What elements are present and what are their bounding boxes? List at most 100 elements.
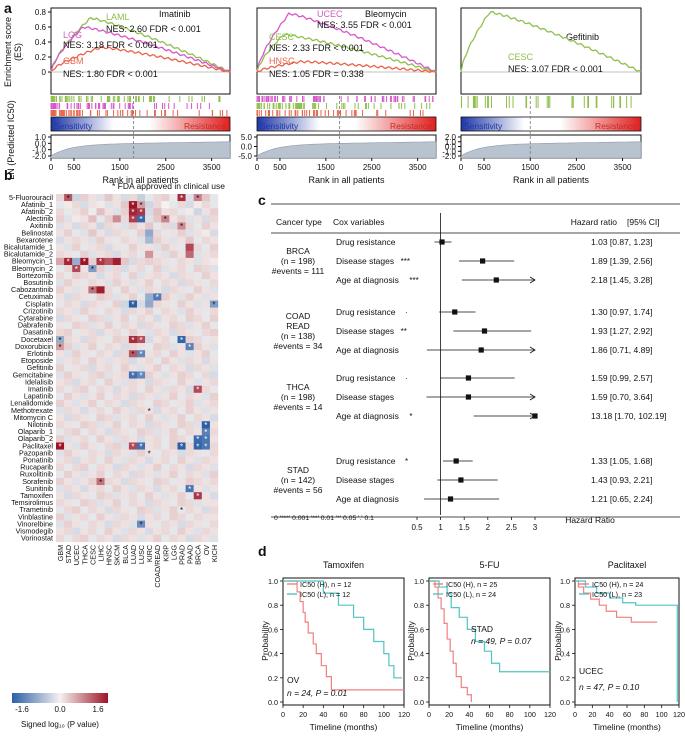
heatmap-cell	[120, 414, 130, 422]
heatmap-cell	[161, 343, 170, 351]
heatmap-cell	[201, 208, 211, 216]
heatmap-cell	[185, 527, 194, 535]
heatmap-cell	[112, 527, 121, 535]
heatmap-cell	[153, 378, 162, 386]
heatmap-cell	[145, 222, 154, 230]
heatmap-cell	[72, 470, 81, 479]
heatmap-cell	[161, 215, 170, 223]
heatmap-cell	[153, 343, 162, 351]
heatmap-cell	[137, 385, 146, 393]
heatmap-cell	[56, 194, 65, 202]
heatmap-cell	[145, 371, 154, 379]
km-x-tick-label: 80	[506, 710, 514, 719]
heatmap-cell	[96, 286, 105, 294]
cancer-label: THCA	[80, 545, 89, 565]
heatmap-cell	[72, 328, 81, 337]
heatmap-cell	[145, 357, 154, 365]
heatmap-cell	[137, 364, 146, 372]
heatmap-cell	[104, 485, 113, 493]
heatmap-cell	[104, 435, 113, 443]
heatmap-cell	[56, 520, 65, 528]
heatmap-cell	[64, 201, 73, 209]
heatmap-cell	[177, 357, 186, 365]
heatmap-cell	[120, 449, 130, 457]
heatmap-cell	[169, 279, 178, 287]
fda-star: *	[58, 442, 61, 451]
heatmap-cell	[177, 534, 186, 543]
drug-label: Ruxolitinib	[20, 470, 53, 479]
heatmap-cell	[201, 456, 211, 464]
cancer-name-line: #events = 56	[274, 485, 323, 495]
heatmap-cell	[209, 194, 219, 202]
heatmap-cell	[193, 350, 202, 358]
heatmap-cell	[112, 407, 121, 415]
heatmap-cell	[96, 520, 105, 528]
heatmap-cell	[169, 442, 178, 450]
heatmap-cell	[169, 222, 178, 230]
cancer-label: GBM	[56, 545, 65, 561]
cox-variable: Disease stages	[336, 392, 394, 402]
heatmap-cell	[177, 371, 186, 379]
heatmap-cell	[153, 421, 162, 429]
heatmap-cell	[80, 194, 89, 202]
heatmap-cell	[72, 243, 81, 251]
heatmap-cell	[128, 371, 138, 379]
heatmap-cell	[201, 321, 211, 330]
heatmap-cell	[112, 272, 121, 280]
heatmap-cell	[185, 534, 194, 543]
heatmap-cell	[185, 201, 194, 209]
heatmap-cell	[128, 428, 138, 436]
heatmap-cell	[177, 279, 186, 287]
es-plot-frame	[256, 7, 437, 95]
heatmap-cell	[72, 492, 81, 500]
sig-marker: ***	[401, 257, 410, 266]
heatmap-cell	[80, 350, 89, 358]
heatmap-cell	[153, 300, 162, 308]
heatmap-cell	[153, 456, 162, 464]
heatmap-cell	[145, 307, 154, 315]
heatmap-cell	[112, 321, 121, 330]
heatmap-cell	[145, 534, 154, 543]
fda-star: *	[188, 343, 191, 352]
heatmap-cell	[128, 442, 138, 450]
heatmap-cell	[153, 513, 162, 521]
heatmap-cell	[104, 421, 113, 429]
drug-label: Bicalutamide_2	[4, 250, 53, 259]
heatmap-cell	[64, 215, 73, 223]
heatmap-cell	[201, 499, 211, 507]
km-y-axis-label: Probability	[406, 620, 416, 660]
heatmap-cell	[120, 250, 130, 259]
drug-label: Docetaxel	[21, 335, 53, 344]
heatmap-cell	[104, 385, 113, 393]
heatmap-cell	[169, 449, 178, 457]
heatmap-cell	[120, 485, 130, 493]
heatmap-cell	[177, 492, 186, 500]
heatmap-cell	[120, 236, 130, 244]
cox-variable: Disease stages	[336, 475, 394, 485]
heatmap-cell	[96, 350, 105, 358]
heatmap-cell	[56, 300, 65, 308]
heatmap-cell	[185, 286, 194, 294]
km-x-tick-label: 60	[623, 710, 631, 719]
heatmap-cell	[96, 336, 105, 344]
heatmap-cell	[120, 520, 130, 528]
heatmap-cell	[96, 407, 105, 415]
heatmap-cell	[80, 201, 89, 209]
heatmap-cell	[112, 194, 121, 202]
heatmap-cell	[112, 442, 121, 450]
heatmap-cell	[64, 470, 73, 479]
heatmap-cell	[72, 201, 81, 209]
heatmap-cell	[185, 421, 194, 429]
heatmap-cell	[88, 336, 97, 344]
heatmap-cell	[193, 392, 202, 401]
heatmap-cell	[177, 378, 186, 386]
heatmap-cell	[185, 250, 194, 259]
heatmap-cell	[64, 463, 73, 472]
heatmap-cell	[161, 449, 170, 457]
heatmap-cell	[169, 257, 178, 266]
fda-star: *	[180, 506, 183, 515]
heatmap-cell	[161, 300, 170, 308]
heatmap-cell	[80, 527, 89, 535]
heatmap-cell	[120, 222, 130, 230]
heatmap-cell	[145, 336, 154, 344]
